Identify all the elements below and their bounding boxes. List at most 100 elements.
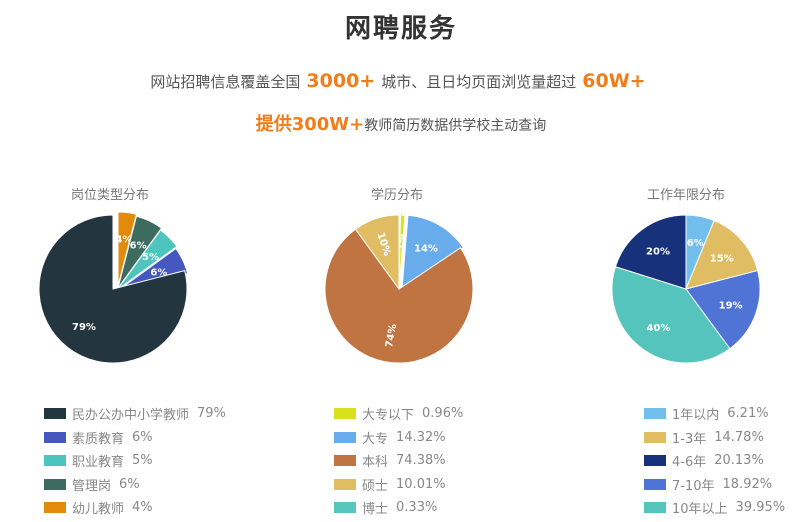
legend-item: 素质教育 6% [44, 426, 226, 450]
legend-swatch [44, 478, 66, 490]
chart-title-education: 学历分布 [370, 188, 423, 203]
legend-value: 18.92% [722, 476, 773, 492]
legend-value: 39.95% [735, 500, 786, 516]
legend-label: 10年以上 [672, 502, 728, 518]
legend-value: 74.38% [396, 453, 446, 469]
legend-value: 10.01% [396, 476, 446, 492]
coverage-prefix: 网站招聘信息覆盖全国 [150, 73, 301, 91]
pie-slice-label: 74% [384, 323, 399, 348]
coverage-text: 网站招聘信息覆盖全国 3000+ 城市、且日均页面浏览量超过 60W+ [0, 70, 802, 92]
pie-slice-label: 5% [142, 252, 159, 263]
pie-chart-experience: 6% 15% 19% 40% 20% [611, 214, 761, 364]
legend-item: 10年以上 39.95% [644, 496, 785, 520]
legend-value: 6% [132, 429, 153, 445]
resume-text: 提供300W+教师简历数据供学校主动查询 [0, 110, 802, 136]
pie-slice [354, 214, 400, 291]
pie-slice [685, 219, 759, 290]
legend-education: 大专以下 0.96% 大专 14.32% 本科 74.38% 硕士 10.01% 博士 0.33% [334, 402, 463, 520]
pie-slice [116, 229, 178, 291]
legend-item: 1-3年 14.78% [644, 426, 785, 450]
pie-slice [115, 247, 189, 293]
pie-slice-label: 14% [414, 244, 438, 255]
legend-swatch [644, 502, 666, 514]
pie-slice [117, 215, 163, 289]
page-view-count: 60W+ [582, 70, 646, 92]
pie-chart-education: 1%1%14%74%10% [324, 212, 474, 364]
pie-slice-label: 6% [130, 241, 147, 252]
pie-slice-label: 6% [150, 267, 167, 278]
pie-slice [685, 269, 761, 350]
legend-item: 1年以内 6.21% [644, 402, 785, 426]
legend-item: 4-6年 20.13% [644, 449, 785, 473]
legend-label: 职业教育 [72, 455, 125, 471]
legend-item: 职业教育 5% [44, 449, 226, 473]
pie-slice-label: 4% [115, 235, 132, 246]
legend-item: 博士 0.33% [334, 496, 463, 520]
legend-label: 1-3年 [672, 431, 707, 447]
legend-value: 5% [132, 453, 153, 469]
pie-slice [398, 214, 406, 290]
legend-label: 1年以内 [672, 408, 720, 424]
legend-label: 7-10年 [672, 478, 715, 494]
legend-swatch [334, 502, 356, 514]
pie-slice-label: 1% [396, 233, 408, 251]
legend-swatch [334, 431, 356, 443]
resume-count: 提供300W+ [255, 114, 365, 135]
legend-item: 硕士 10.01% [334, 473, 463, 497]
legend-value: 79% [197, 406, 226, 422]
pie-slice-label: 15% [710, 253, 734, 264]
legend-value: 6.21% [727, 406, 769, 422]
legend-item: 管理岗 6% [44, 473, 226, 497]
chart-title-position: 岗位类型分布 [70, 188, 149, 203]
legend-value: 0.96% [422, 406, 464, 422]
legend-label: 本科 [362, 455, 389, 471]
legend-item: 大专以下 0.96% [334, 402, 463, 426]
legend-swatch [44, 408, 66, 420]
pie-slice-label: 40% [646, 323, 670, 334]
legend-label: 民办公办中小学教师 [72, 408, 190, 424]
city-count: 3000+ [306, 70, 376, 92]
legend-item: 大专 14.32% [334, 426, 463, 450]
page-title: 网聘服务 [344, 14, 457, 44]
pie-slice-label: 20% [646, 246, 670, 257]
legend-swatch [334, 455, 356, 467]
legend-swatch [44, 455, 66, 467]
legend-experience: 1年以内 6.21% 1-3年 14.78% 4-6年 20.13% 7-10年 18.92%… [644, 402, 785, 520]
legend-label: 幼儿教师 [72, 502, 125, 518]
legend-label: 管理岗 [72, 478, 112, 494]
pie-slice [324, 228, 474, 364]
legend-item: 民办公办中小学教师 79% [44, 402, 226, 426]
legend-label: 博士 [362, 502, 389, 518]
legend-swatch [644, 408, 666, 420]
legend-value: 14.78% [714, 429, 764, 445]
pie-chart-position: 4%6%5%6%79% [38, 211, 189, 364]
legend-label: 大专以下 [362, 408, 415, 424]
pie-slice [38, 214, 188, 364]
resume-rest: 教师简历数据供学校主动查询 [364, 118, 547, 134]
legend-label: 4-6年 [672, 455, 707, 471]
legend-label: 硕士 [362, 478, 389, 494]
pie-slice [611, 266, 731, 364]
chart-title-experience: 工作年限分布 [646, 188, 725, 203]
legend-item: 7-10年 18.92% [644, 473, 785, 497]
legend-swatch [334, 478, 356, 490]
legend-swatch [644, 431, 666, 443]
legend-swatch [644, 455, 666, 467]
pie-slice-label: 19% [719, 300, 743, 311]
legend-label: 素质教育 [72, 431, 125, 447]
pie-slice [614, 214, 687, 290]
legend-value: 20.13% [714, 453, 764, 469]
legend-value: 14.32% [396, 429, 446, 445]
legend-swatch [644, 478, 666, 490]
legend-value: 6% [119, 476, 140, 492]
legend-item: 本科 74.38% [334, 449, 463, 473]
legend-position: 民办公办中小学教师 79% 素质教育 6% 职业教育 5% 管理岗 6% 幼儿教师 4% [44, 402, 226, 520]
legend-swatch [44, 502, 66, 514]
pie-slice [117, 211, 138, 287]
legend-value: 0.33% [396, 500, 438, 516]
legend-swatch [44, 431, 66, 443]
legend-label: 大专 [362, 431, 389, 447]
legend-swatch [334, 408, 356, 420]
pie-slice-label: 6% [687, 238, 704, 249]
pie-slice [401, 214, 465, 290]
